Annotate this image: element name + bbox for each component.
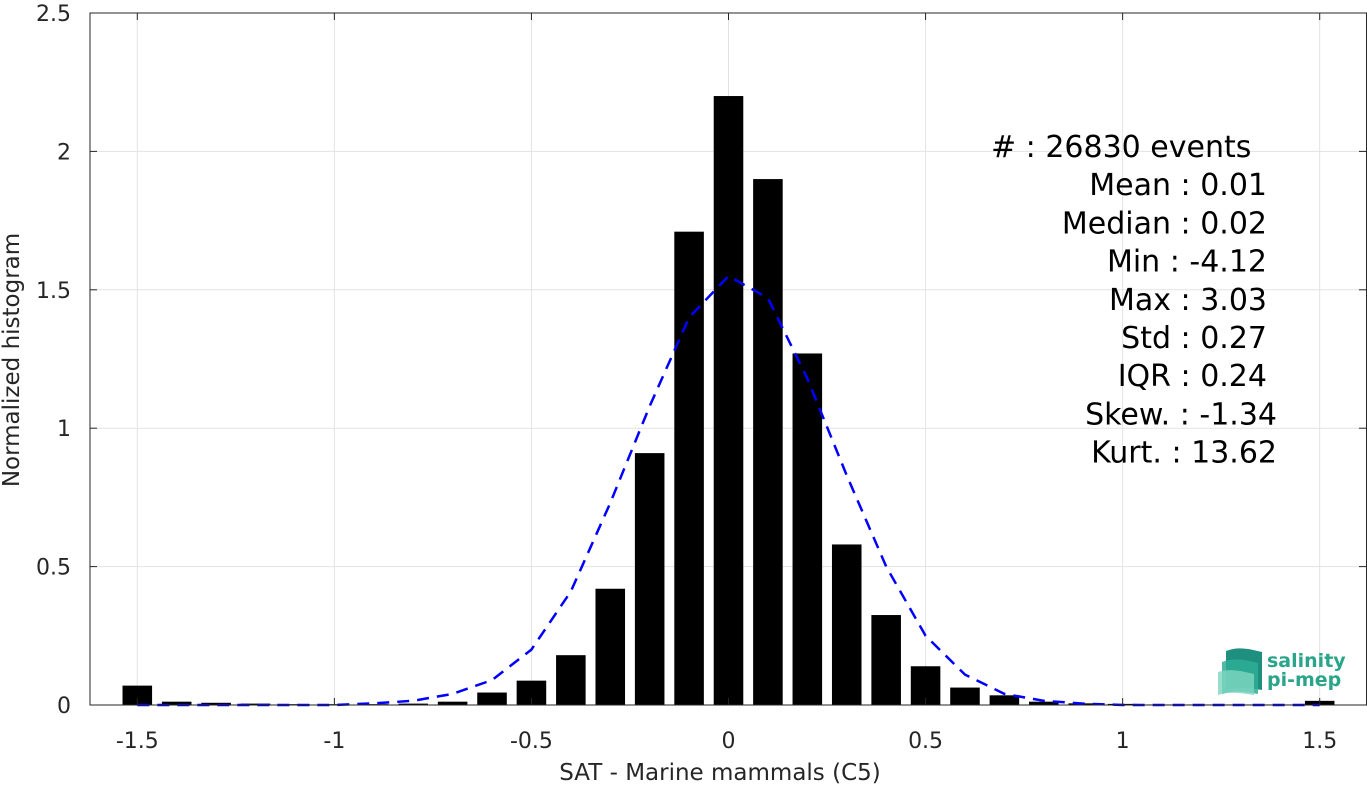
- x-tick-label-6: 1.5: [1302, 729, 1337, 754]
- stat-line-0: # : 26830 events: [991, 130, 1251, 165]
- stat-line-2: Median : 0.02: [1062, 206, 1267, 241]
- histogram-bars: [122, 96, 1335, 706]
- logo-text-line2: pi-mep: [1267, 669, 1341, 691]
- bar-19: [871, 615, 901, 705]
- bar-23: [1029, 701, 1059, 705]
- bar-21: [950, 687, 980, 705]
- stat-line-6: IQR : 0.24: [1118, 359, 1267, 394]
- bar-17: [792, 353, 823, 705]
- y-tick-label-5: 2.5: [36, 2, 71, 27]
- stat-line-7: Skew. : -1.34: [1085, 397, 1277, 432]
- x-tick-label-0: -1.5: [116, 729, 159, 754]
- y-tick-label-1: 0.5: [36, 556, 71, 581]
- bar-3: [240, 703, 271, 705]
- stat-line-4: Max : 3.03: [1109, 283, 1267, 318]
- y-tick-label-2: 1: [57, 417, 71, 442]
- bar-1: [161, 701, 192, 705]
- bar-14: [674, 231, 704, 705]
- bar-9: [477, 692, 507, 705]
- y-tick-label-4: 2: [57, 140, 71, 165]
- bar-2: [201, 702, 231, 705]
- bar-0: [122, 685, 153, 705]
- bar-22: [989, 695, 1020, 705]
- logo-text-line1: salinity: [1267, 650, 1346, 672]
- x-tick-label-2: -0.5: [510, 729, 553, 754]
- stat-line-3: Min : -4.12: [1107, 245, 1267, 280]
- bar-7: [398, 703, 428, 705]
- logo-waves-icon: [1218, 648, 1262, 695]
- bar-8: [437, 701, 468, 705]
- x-tick-label-1: -1: [323, 729, 345, 754]
- stat-line-5: Std : 0.27: [1121, 321, 1267, 356]
- bar-11: [556, 655, 586, 705]
- x-tick-label-3: 0: [722, 729, 736, 754]
- x-tick-label-5: 1: [1116, 729, 1130, 754]
- bar-12: [595, 588, 626, 705]
- bar-18: [831, 544, 862, 705]
- x-tick-label-4: 0.5: [908, 729, 943, 754]
- y-tick-label-3: 1.5: [36, 279, 71, 304]
- axis-ticks: -1.5 -1 -0.5 0 0.5 1 1.5 0 0.5 1 1.5 2 2.5: [36, 2, 1366, 754]
- x-axis-label: SAT - Marine mammals (C5): [559, 760, 881, 785]
- bar-13: [634, 453, 665, 705]
- bar-15: [713, 96, 744, 706]
- y-axis-label: Normalized histogram: [0, 233, 25, 487]
- bar-16: [753, 179, 783, 705]
- y-tick-label-0: 0: [57, 694, 71, 719]
- stat-line-8: Kurt. : 13.62: [1091, 436, 1277, 471]
- stat-line-1: Mean : 0.01: [1089, 168, 1267, 203]
- salinity-pi-mep-logo: salinity pi-mep: [1218, 648, 1346, 695]
